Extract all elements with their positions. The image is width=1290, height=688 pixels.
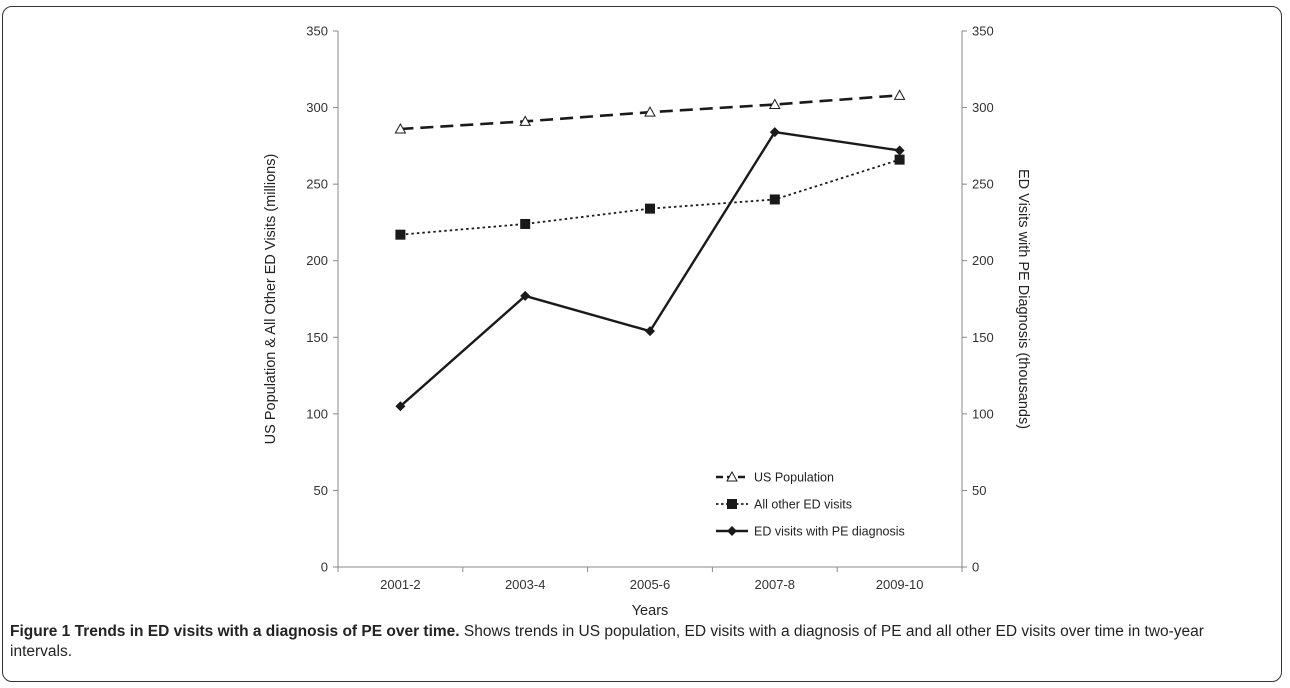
- y-right-tick-label: 50: [972, 483, 986, 498]
- y-right-tick-label: 350: [972, 24, 994, 39]
- legend-label: All other ED visits: [754, 498, 852, 512]
- data-point-diamond: [769, 127, 780, 138]
- data-point-square: [769, 194, 780, 205]
- data-point-triangle: [394, 122, 407, 134]
- data-point-triangle: [768, 98, 781, 110]
- y-left-tick-label: 350: [306, 24, 328, 39]
- data-point-triangle: [644, 106, 656, 117]
- data-point-diamond: [727, 526, 737, 536]
- y-right-tick-label: 100: [972, 406, 994, 421]
- data-point-triangle: [893, 89, 906, 100]
- series-line: [400, 158, 900, 236]
- data-point-square: [727, 499, 737, 509]
- y-right-tick-label: 300: [972, 100, 994, 115]
- series-line: [399, 130, 900, 408]
- y-right-tick-label: 250: [972, 177, 994, 192]
- x-tick-label: 2009-10: [876, 577, 924, 592]
- y-left-tick-label: 50: [314, 483, 328, 498]
- data-point-diamond: [645, 326, 655, 337]
- data-point-square: [894, 154, 905, 165]
- figure-frame: [2, 6, 1282, 682]
- y-left-tick-label: 200: [306, 253, 328, 268]
- x-tick-label: 2001-2: [380, 577, 420, 592]
- y-left-tick-label: 300: [306, 100, 328, 115]
- x-tick-label: 2005-6: [630, 577, 670, 592]
- data-point-square: [395, 229, 406, 240]
- data-point-square: [645, 203, 655, 214]
- data-point-diamond: [395, 401, 406, 412]
- y-left-tick-label: 0: [321, 560, 328, 575]
- x-axis-title: Years: [632, 603, 669, 619]
- caption-text: Shows trends in US population, ED visits…: [10, 623, 1204, 660]
- legend-label: US Population: [754, 471, 834, 485]
- series-2: [395, 127, 905, 412]
- data-point-diamond: [894, 145, 905, 156]
- axes: 0 0 50 50 100 100 150 150 200 200 250 250 300 300 350 3…: [306, 24, 993, 593]
- y-right-tick-label: 0: [972, 560, 979, 575]
- series-0: [394, 89, 906, 134]
- y-axis-right-title: ED Visits with PE Diagnosis (thousands): [1015, 169, 1031, 429]
- y-axis-left-title: US Population & All Other ED Visits (mil…: [263, 154, 279, 445]
- legend-label: ED visits with PE diagnosis: [754, 525, 905, 539]
- x-tick-label: 2003-4: [505, 577, 545, 592]
- series-1: [395, 154, 905, 240]
- figure-caption: Figure 1 Trends in ED visits with a diag…: [10, 622, 1260, 662]
- data-point-triangle: [519, 115, 532, 126]
- y-right-tick-label: 200: [972, 253, 994, 268]
- y-right-tick-label: 150: [972, 330, 994, 345]
- x-tick-label: 2007-8: [755, 577, 795, 592]
- data-point-square: [520, 218, 531, 229]
- data-point-diamond: [520, 290, 531, 301]
- line-chart: 0 0 50 50 100 100 150 150 200 200 250 250 300 300 350 3…: [263, 24, 1031, 620]
- series-layer: [394, 89, 906, 412]
- legend: US Population All other ED visits ED visit…: [716, 471, 905, 539]
- data-point-triangle: [726, 470, 738, 482]
- y-left-tick-label: 250: [306, 177, 328, 192]
- y-left-tick-label: 150: [306, 330, 328, 345]
- y-left-tick-label: 100: [306, 406, 328, 421]
- caption-title: Figure 1 Trends in ED visits with a diag…: [10, 623, 460, 640]
